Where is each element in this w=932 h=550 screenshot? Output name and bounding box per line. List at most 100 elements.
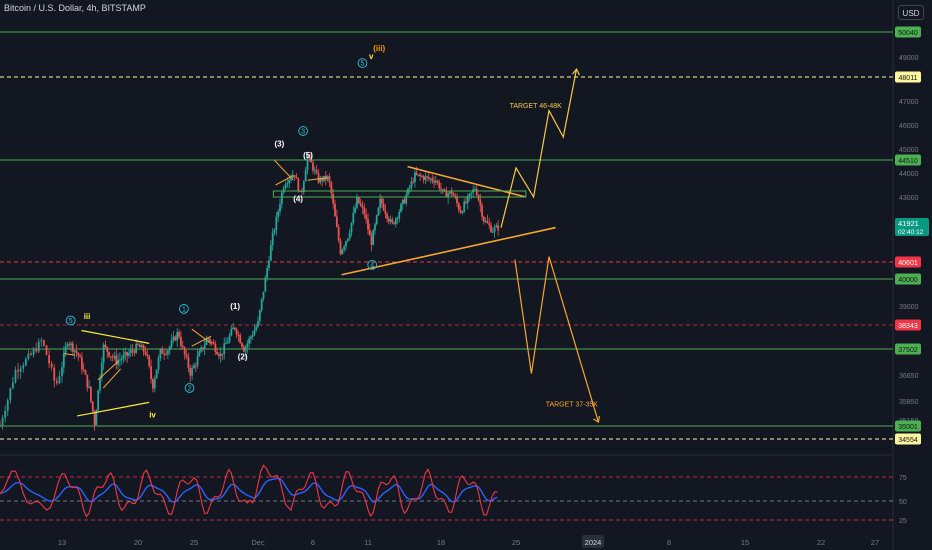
candle-body — [474, 188, 476, 190]
bullish-projection — [500, 68, 578, 228]
candle-body — [260, 298, 263, 311]
candle-body — [297, 178, 300, 191]
candle-body — [62, 352, 65, 368]
candle-body — [275, 216, 278, 231]
candle-body — [205, 339, 208, 345]
candle-body — [152, 379, 154, 389]
candle-body — [230, 329, 233, 336]
candle-body — [19, 368, 22, 372]
candle-body — [424, 176, 427, 180]
level-tag-7 — [895, 420, 921, 432]
wave-label-3: v — [369, 52, 374, 61]
candle-body — [9, 388, 12, 401]
candle-body — [144, 351, 147, 355]
candle-body — [381, 198, 383, 204]
candle-body — [6, 400, 9, 411]
candle-body — [55, 380, 58, 384]
candle-body — [393, 222, 395, 224]
candle-body — [99, 378, 101, 391]
circled-wave-5 — [65, 315, 76, 326]
candle-body — [237, 334, 240, 336]
candle-body — [124, 351, 127, 355]
candle-body — [201, 347, 204, 350]
candle-body — [111, 356, 114, 358]
wave-label-1: TARGET 37-35K — [546, 401, 599, 408]
candle-body — [40, 340, 43, 342]
candle-body — [120, 358, 123, 360]
candle-body — [486, 220, 489, 224]
candle-body — [262, 291, 265, 299]
time-tick-2: 25 — [190, 538, 198, 547]
time-axis: 13 20 25 Dec 6 11 18 25 2024 8 15 22 27 — [58, 535, 879, 548]
candle-body — [79, 355, 81, 358]
candle-body — [22, 365, 25, 369]
candle-body — [332, 193, 335, 204]
candle-body — [214, 343, 217, 352]
candle-body — [53, 367, 56, 381]
candle-body — [253, 330, 256, 336]
time-tick-12: 27 — [871, 538, 879, 547]
candle-body — [465, 201, 467, 203]
candle-body — [374, 224, 376, 231]
candle-body — [75, 350, 78, 353]
candle-body — [291, 175, 294, 178]
range-box — [272, 190, 527, 198]
price-tick-9: 35850 — [899, 399, 919, 406]
circled-wave-label-1: 3 — [301, 129, 305, 136]
candle-body — [142, 345, 145, 352]
candle-body — [348, 232, 351, 239]
candle-body — [488, 223, 491, 226]
candle-body — [436, 180, 439, 183]
candle-body — [86, 374, 89, 388]
wave-label-0: TARGET 46-48K — [510, 103, 563, 110]
candle-body — [161, 348, 164, 354]
flag-line-2 — [102, 368, 121, 389]
candle-body — [45, 345, 48, 355]
candle-body — [248, 338, 251, 344]
level-tag-8 — [895, 433, 921, 445]
rsi-tick-1: 50 — [899, 499, 907, 506]
candle-body — [490, 225, 492, 232]
price-tick-4: 44000 — [899, 171, 919, 178]
candle-body — [398, 211, 401, 219]
wave-label-6: (1) — [230, 302, 240, 311]
candle-body — [166, 350, 169, 354]
candle-body — [268, 260, 270, 269]
candle-body — [32, 349, 35, 355]
candle-body — [370, 235, 373, 245]
candle-body — [4, 410, 7, 418]
candle-body — [417, 174, 420, 176]
candle-body — [443, 189, 446, 192]
candle-body — [0, 426, 1, 428]
candle-body — [401, 199, 404, 205]
level-tag-label-1: 48011 — [899, 75, 918, 82]
candle-body — [140, 345, 143, 348]
candle-body — [273, 230, 276, 234]
candle-body — [115, 355, 118, 365]
candle-body — [264, 277, 267, 292]
candle-body — [241, 343, 243, 347]
price-tick-7: 39000 — [899, 304, 919, 311]
candle-body — [290, 177, 292, 180]
candle-body — [146, 354, 149, 357]
candle-body — [91, 401, 94, 412]
horizontal-levels — [0, 31, 893, 440]
time-tick-0: 13 — [58, 538, 66, 547]
candle-body — [312, 162, 314, 171]
level-tag-6 — [895, 343, 921, 355]
candle-body — [235, 329, 238, 335]
candle-body — [337, 226, 340, 241]
currency-button[interactable]: USD — [898, 5, 924, 20]
level-tag-label-2: 44510 — [898, 158, 918, 165]
candle-body — [30, 353, 32, 355]
candle-body — [35, 349, 38, 352]
candle-body — [133, 351, 136, 353]
candle-body — [212, 342, 215, 344]
candle-body — [461, 211, 464, 213]
candle-body — [12, 382, 14, 389]
candle-body — [48, 354, 50, 364]
candle-body — [84, 370, 87, 375]
flag-line-3 — [64, 353, 76, 356]
candle-body — [377, 207, 380, 216]
